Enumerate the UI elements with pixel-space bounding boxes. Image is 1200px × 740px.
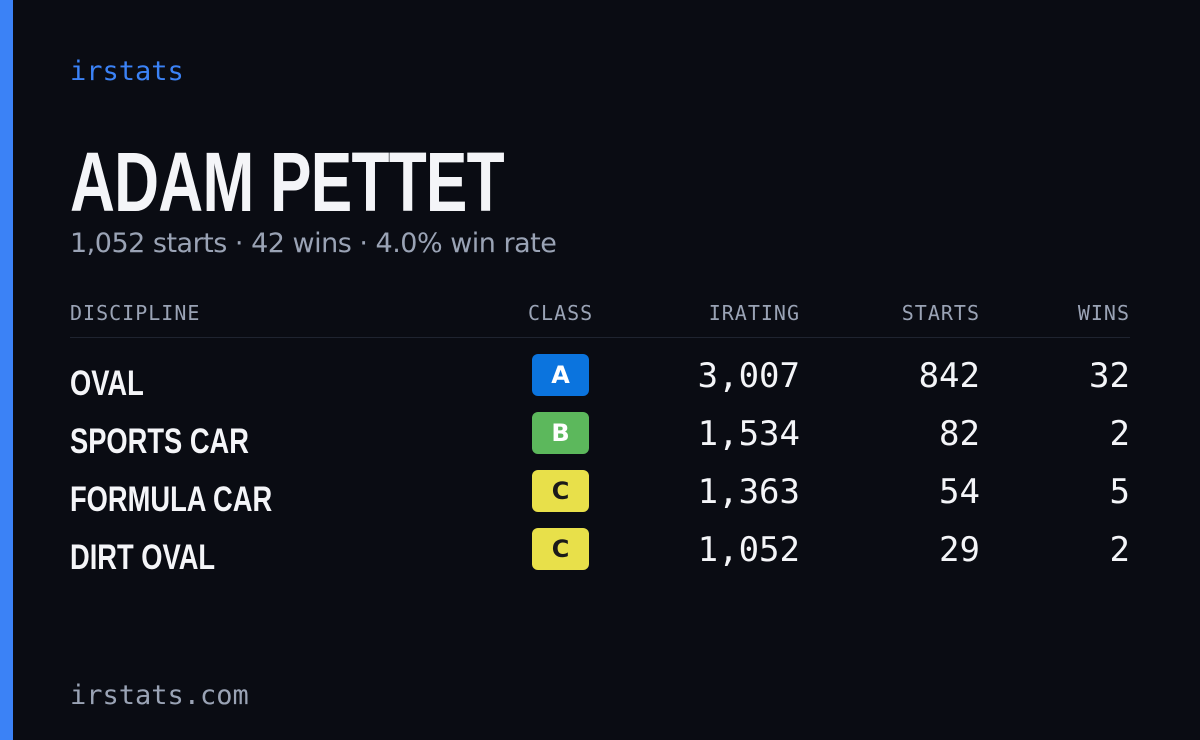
discipline: SPORTS CAR xyxy=(70,422,249,461)
column-header: STARTS xyxy=(901,301,980,325)
wins: 2 xyxy=(1109,530,1130,570)
discipline: OVAL xyxy=(70,364,144,403)
column-header: DISCIPLINE xyxy=(70,301,201,325)
discipline: DIRT OVAL xyxy=(70,538,216,577)
footer: irstats.com xyxy=(70,680,249,711)
driver-name: ADAM PETTET xyxy=(70,135,505,229)
starts: 29 xyxy=(939,530,980,570)
column-header: CLASS xyxy=(528,301,594,325)
irating: 1,534 xyxy=(697,414,800,454)
column-header: IRATING xyxy=(708,301,800,325)
column-header: WINS xyxy=(1077,301,1130,325)
accent-bar xyxy=(0,0,13,740)
class-badge: C xyxy=(532,470,589,512)
starts: 842 xyxy=(918,356,980,396)
starts: 82 xyxy=(939,414,980,454)
wins: 5 xyxy=(1109,472,1130,512)
starts: 54 xyxy=(939,472,980,512)
wins: 32 xyxy=(1089,356,1130,396)
driver-summary: 1,052 starts · 42 wins · 4.0% win rate xyxy=(70,228,557,259)
wins: 2 xyxy=(1109,414,1130,454)
irating: 1,363 xyxy=(697,472,800,512)
header-rule xyxy=(70,337,1130,338)
class-badge: A xyxy=(532,354,589,396)
class-badge: C xyxy=(532,528,589,570)
brand: irstats xyxy=(70,56,184,87)
irating: 3,007 xyxy=(697,356,800,396)
irating: 1,052 xyxy=(697,530,800,570)
discipline: FORMULA CAR xyxy=(70,480,273,519)
class-badge: B xyxy=(532,412,589,454)
